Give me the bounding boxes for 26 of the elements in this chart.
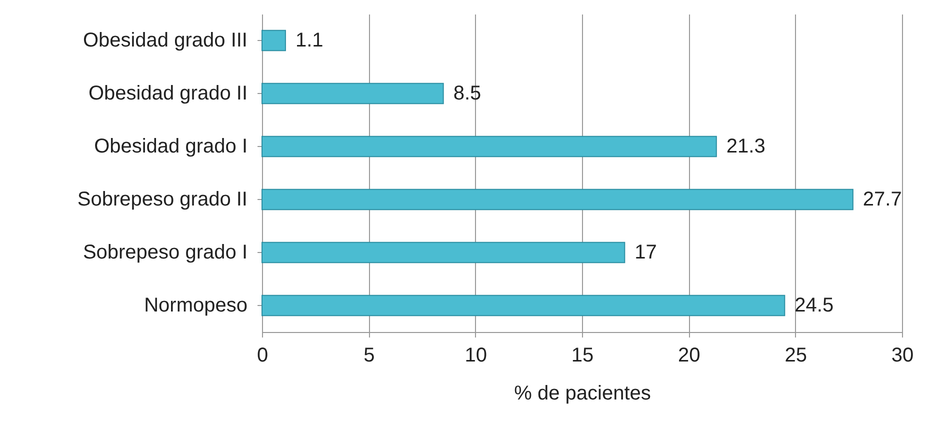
y-tick-label: Normopeso: [144, 294, 248, 316]
data-label: 21.3: [726, 136, 766, 158]
y-tick-label: Sobrepeso grado II: [77, 188, 248, 210]
data-label: 8.5: [453, 82, 482, 104]
x-axis-title: % de pacientes: [514, 382, 651, 404]
y-tick-label: Obesidad grado II: [88, 82, 248, 104]
y-tick-label: Obesidad grado I: [94, 136, 248, 158]
data-label: 27.7: [862, 188, 902, 210]
bar: [262, 82, 444, 104]
x-tick-label: 10: [464, 344, 487, 366]
bar: [262, 294, 786, 316]
data-label: 24.5: [794, 294, 834, 316]
bar: [262, 30, 286, 52]
bar: [262, 188, 854, 210]
x-tick-label: 30: [891, 344, 914, 366]
x-tick-label: 5: [364, 344, 375, 366]
data-label: 1.1: [295, 30, 324, 52]
bar: [262, 136, 717, 158]
y-tick-label: Sobrepeso grado I: [82, 242, 248, 264]
y-tick-label: Obesidad grado III: [82, 30, 248, 52]
bar: [262, 242, 626, 264]
x-tick-label: 0: [256, 344, 268, 366]
x-tick-label: 25: [784, 344, 807, 366]
data-label: 17: [634, 242, 657, 264]
x-tick-label: 20: [678, 344, 700, 366]
x-tick-label: 15: [571, 344, 594, 366]
